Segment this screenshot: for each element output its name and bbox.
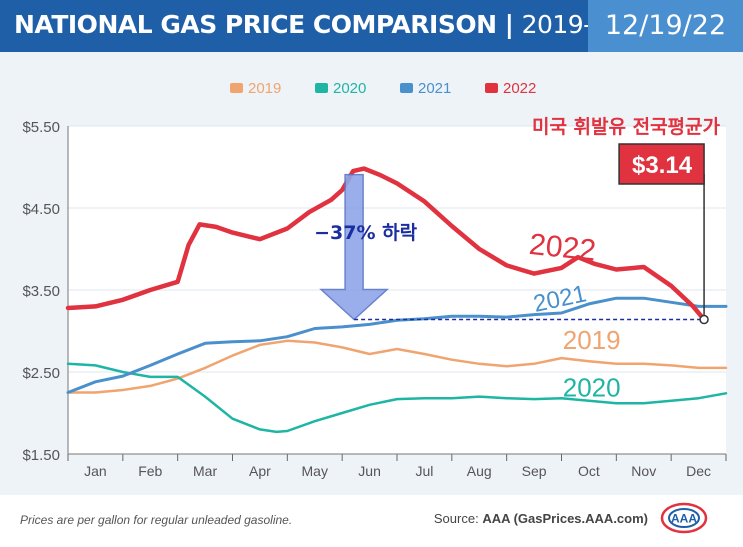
legend-swatch (230, 83, 243, 93)
drop-arrow (319, 173, 390, 321)
current-price-label: $3.14 (632, 152, 693, 179)
date-text: 12/19/22 (604, 10, 727, 41)
drop-percentage-label: −37% 하락 (314, 222, 417, 244)
logo-text: AAA (671, 512, 697, 526)
chart-panel: $1.50 $2.50 $3.50 $4.50 $5.50 Jan Feb Mar Apr May… (0, 52, 743, 495)
y-tick-label: $5.50 (22, 119, 60, 136)
legend-label: 2022 (503, 80, 536, 97)
source-prefix: Source: (433, 511, 483, 526)
current-price-marker (699, 314, 709, 325)
page-title: NATIONAL GAS PRICE COMPARISON | 2019-202… (14, 10, 654, 39)
title-separator: | (496, 10, 522, 39)
x-tick-label: Nov (631, 463, 656, 479)
legend-label: 2021 (418, 80, 451, 97)
y-tick-label: $3.50 (22, 283, 60, 300)
aaa-logo: AAA (660, 502, 708, 534)
series-label-2022: 2022 (528, 228, 598, 268)
y-tick-label: $1.50 (22, 447, 60, 464)
korean-title: 미국 휘발유 전국평균가 (532, 116, 721, 138)
x-tick-label: Mar (193, 463, 217, 479)
x-tick-label: Aug (467, 463, 492, 479)
footnote: Prices are per gallon for regular unlead… (20, 513, 293, 527)
x-tick-label: Feb (138, 463, 162, 479)
series-label-2020: 2020 (563, 373, 621, 403)
source-text: AAA (GasPrices.AAA.com) (482, 511, 648, 526)
source-credit: Source: AAA (GasPrices.AAA.com) (434, 511, 648, 526)
legend-swatch (315, 83, 328, 93)
x-tick-label: Jun (358, 463, 381, 479)
y-tick-label: $4.50 (22, 201, 60, 218)
legend-label: 2020 (333, 80, 366, 97)
x-tick-label: Dec (686, 463, 711, 479)
series-line-2020 (66, 362, 728, 434)
series-line-2021 (66, 296, 728, 394)
x-tick-label: Jan (84, 463, 107, 479)
line-chart: $1.50 $2.50 $3.50 $4.50 $5.50 Jan Feb Mar Apr May… (22, 80, 728, 479)
y-tick-label: $2.50 (22, 365, 60, 382)
x-tick-label: May (302, 463, 328, 479)
series-line-2022 (65, 166, 707, 322)
title-text: NATIONAL GAS PRICE COMPARISON (14, 10, 497, 39)
x-tick-label: Jul (415, 463, 433, 479)
header-bar: NATIONAL GAS PRICE COMPARISON | 2019-202… (0, 0, 743, 52)
current-price-flag (618, 143, 705, 185)
date-badge: 12/19/22 (588, 0, 743, 52)
legend-swatch (400, 83, 413, 93)
footer: Prices are per gallon for regular unlead… (0, 495, 743, 547)
series-label-2019: 2019 (563, 325, 621, 355)
x-tick-label: Oct (578, 463, 600, 479)
series-line-2019 (66, 339, 728, 394)
legend-swatch (485, 83, 498, 93)
x-tick-label: Apr (249, 463, 271, 479)
x-tick-label: Sep (522, 463, 547, 479)
legend-label: 2019 (248, 80, 281, 97)
